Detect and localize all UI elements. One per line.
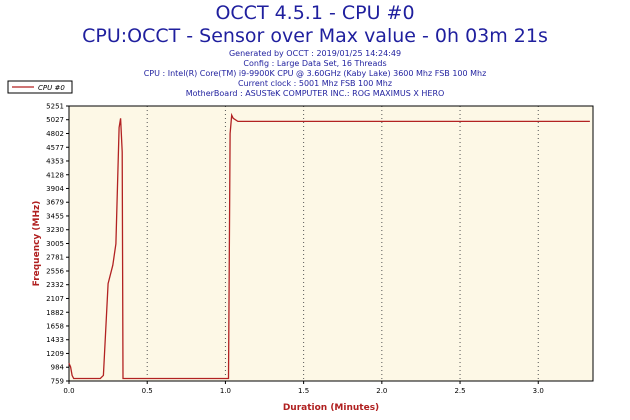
y-tick-label: 984: [51, 364, 65, 372]
x-tick-label: 3.0: [533, 387, 544, 395]
y-tick-label: 4128: [46, 171, 64, 179]
x-axis-label: Duration (Minutes): [283, 403, 379, 413]
y-tick-label: 4577: [46, 144, 64, 152]
y-tick-label: 3005: [46, 240, 64, 248]
series-line-cpu0: [68, 112, 590, 380]
chart-subtitle: CPU:OCCT - Sensor over Max value - 0h 03…: [82, 25, 548, 47]
legend-label: CPU #0: [38, 84, 65, 92]
y-tick-label: 1658: [46, 322, 64, 330]
y-tick-label: 3679: [46, 199, 64, 207]
info-motherboard: MotherBoard : ASUSTeK COMPUTER INC.: ROG…: [185, 89, 445, 98]
y-tick-label: 2781: [46, 254, 64, 262]
y-tick-label: 1433: [46, 336, 64, 344]
legend-box: [7, 80, 73, 94]
info-generated: Generated by OCCT : 2019/01/25 14:24:49: [228, 49, 402, 58]
x-tick-label: 1.5: [298, 387, 309, 395]
y-tick-label: 5251: [46, 103, 64, 111]
plot-area: [69, 106, 593, 381]
y-tick-label: 4802: [46, 130, 64, 138]
y-tick-label: 4353: [46, 157, 64, 165]
chart-title: OCCT 4.5.1 - CPU #0: [215, 2, 415, 24]
info-config: Config : Large Data Set, 16 Threads: [243, 59, 387, 68]
x-tick-label: 2.5: [454, 387, 465, 395]
x-tick-label: 0.0: [63, 387, 74, 395]
x-tick-label: 1.0: [220, 387, 231, 395]
y-axis-label: Frequency (MHz): [32, 201, 42, 287]
info-current-clock: Current clock : 5001 Mhz FSB 100 Mhz: [237, 79, 393, 88]
x-tick-label: 0.5: [142, 387, 153, 395]
y-tick-label: 3455: [46, 212, 64, 220]
y-tick-label: 1882: [46, 309, 64, 317]
y-tick-label: 5027: [46, 116, 64, 124]
x-tick-label: 2.0: [376, 387, 387, 395]
y-tick-label: 3230: [46, 226, 64, 234]
y-tick-label: 2107: [46, 295, 64, 303]
y-tick-label: 759: [51, 378, 64, 386]
info-cpu: CPU : Intel(R) Core(TM) i9-9900K CPU @ 3…: [143, 69, 487, 78]
y-tick-label: 3904: [46, 185, 64, 193]
y-tick-label: 2332: [46, 281, 64, 289]
y-tick-label: 1209: [46, 350, 64, 358]
y-tick-label: 2556: [46, 267, 64, 275]
